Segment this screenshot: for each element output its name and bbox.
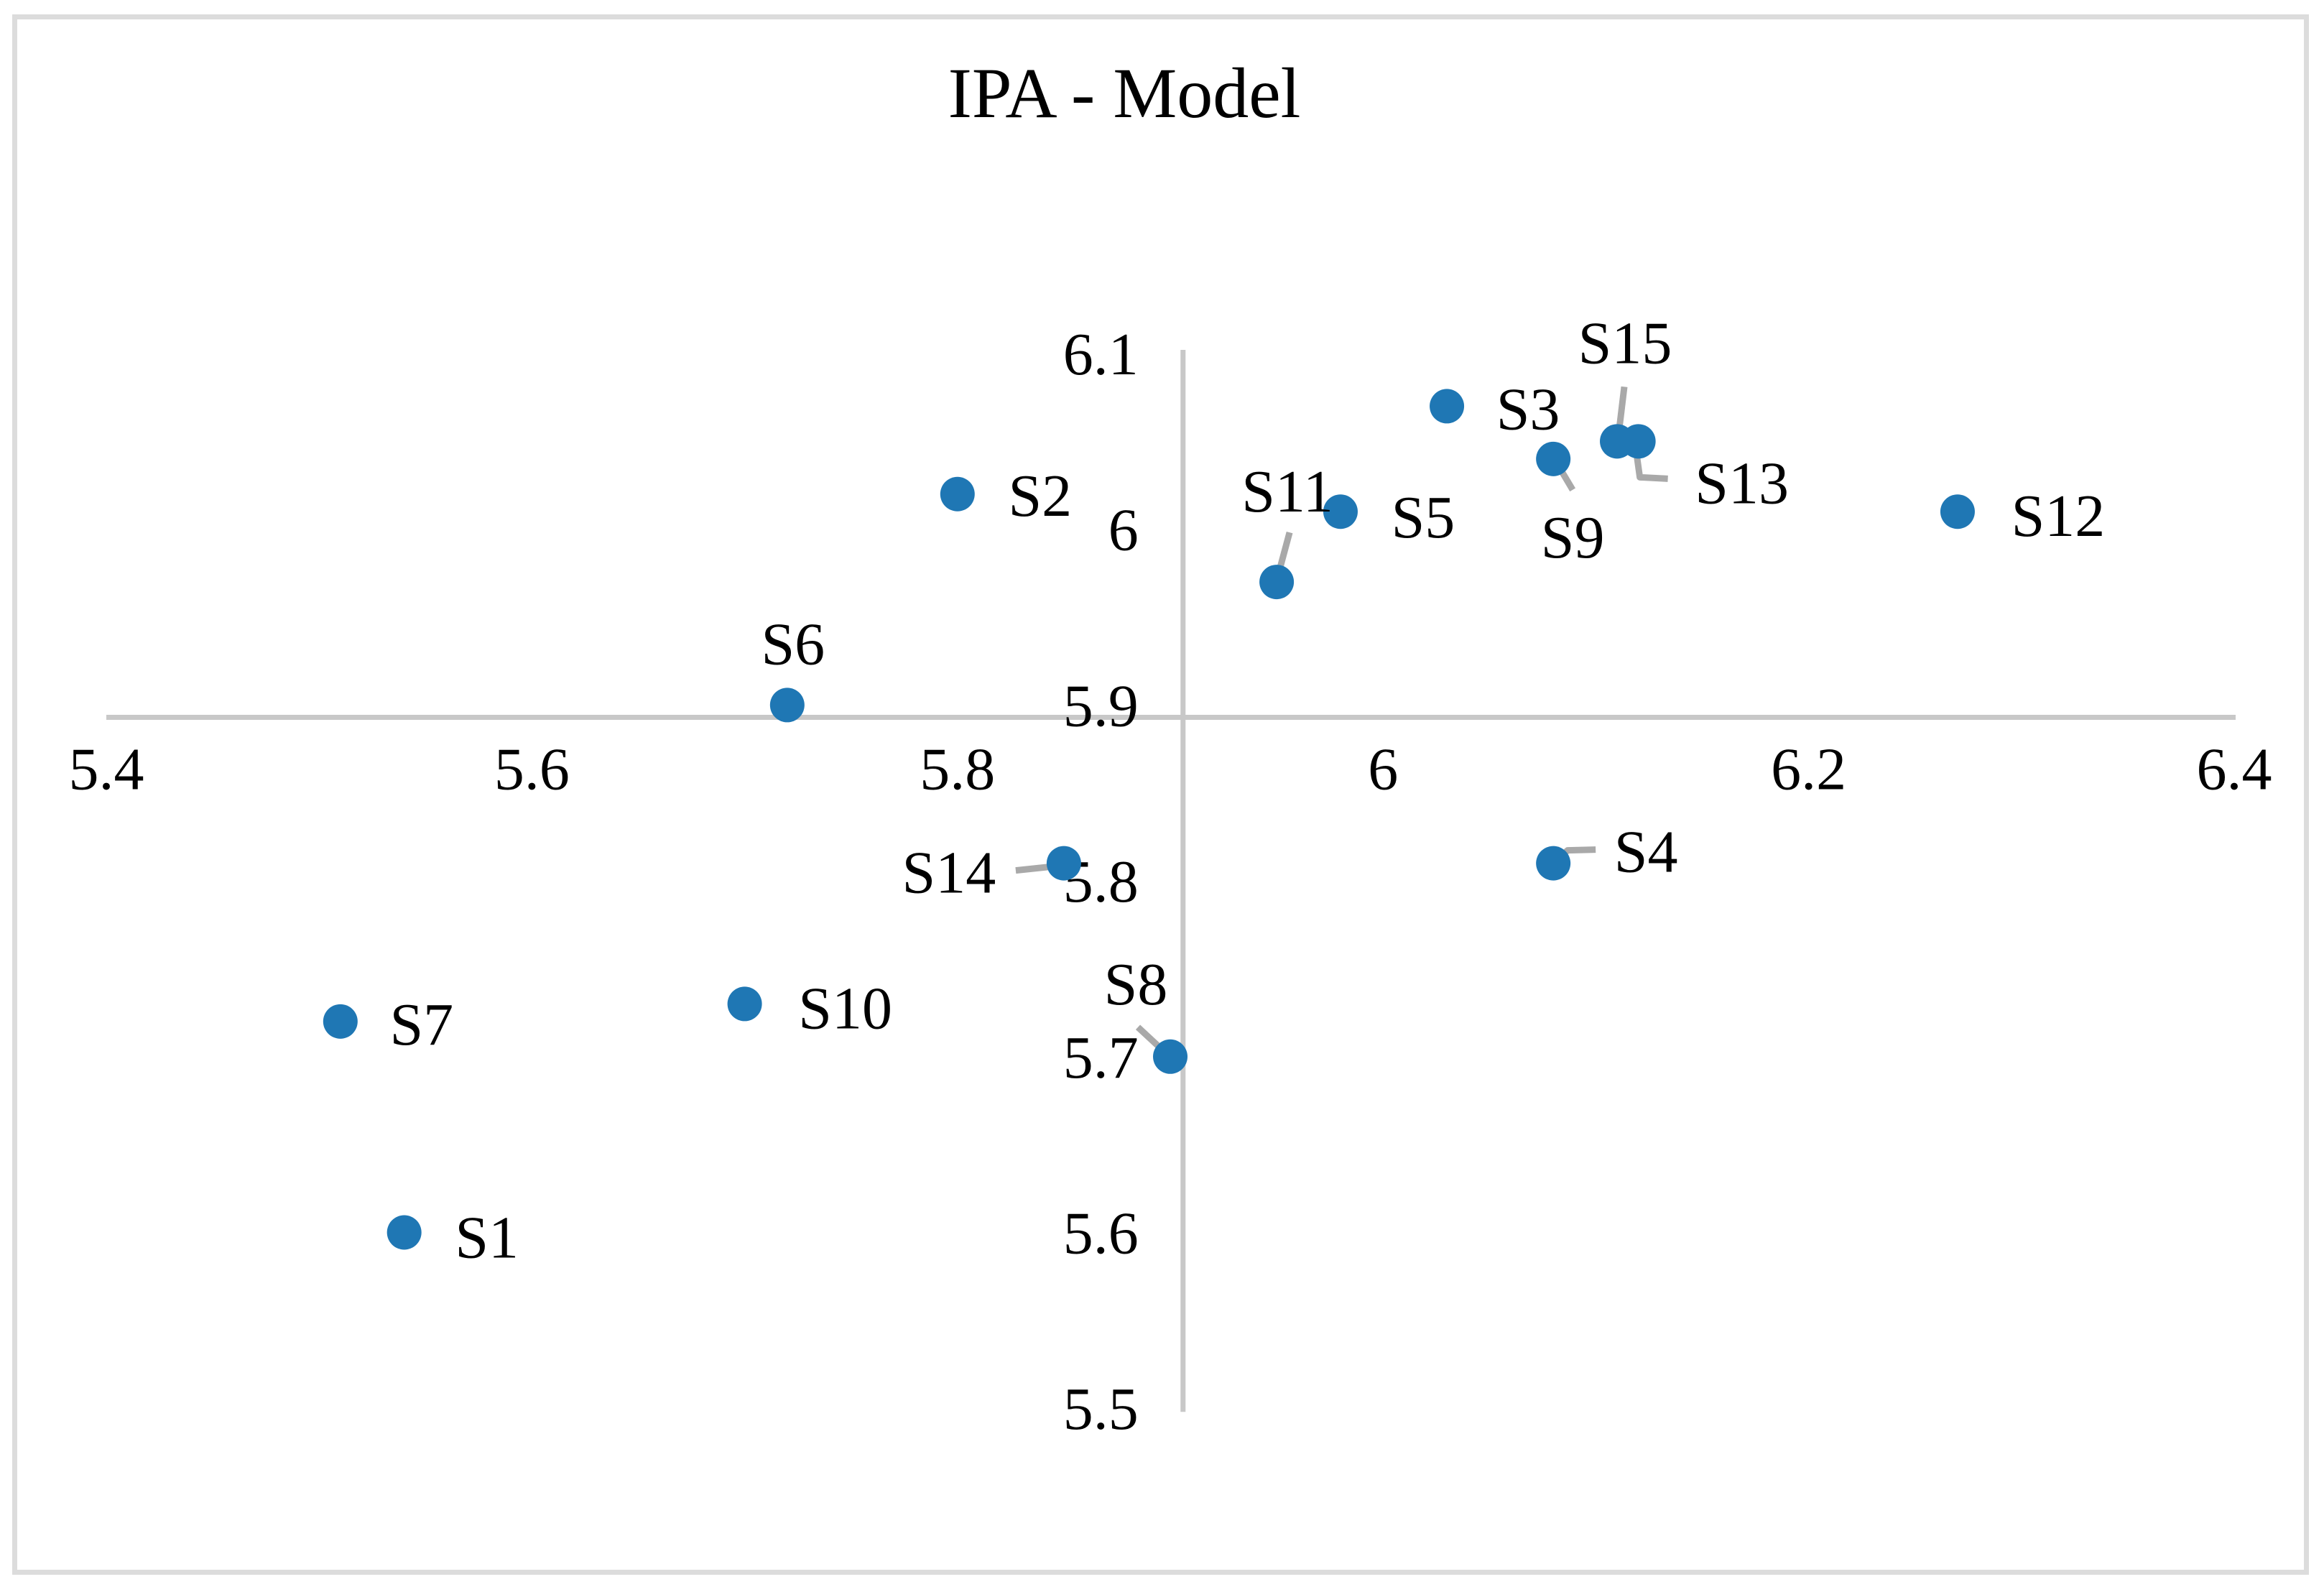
data-point (1536, 441, 1571, 476)
data-point-label: S10 (798, 975, 892, 1042)
y-tick-label: 6 (1108, 497, 1139, 564)
data-point (323, 1004, 358, 1039)
data-point (386, 1215, 422, 1250)
y-tick-label: 6.1 (1063, 321, 1139, 388)
x-tick-label: 6.4 (2197, 736, 2272, 803)
y-tick-label: 5.5 (1063, 1376, 1139, 1443)
data-point-label: S4 (1614, 819, 1678, 886)
data-point-label: S3 (1496, 376, 1560, 443)
data-point (940, 476, 975, 512)
chart-title: IPA - Model (948, 53, 1301, 133)
x-tick-label: 6 (1368, 736, 1398, 803)
data-point-label: S6 (761, 611, 825, 677)
data-point (1153, 1039, 1188, 1074)
data-point-label: S2 (1008, 463, 1072, 529)
data-point-label: S12 (2011, 483, 2106, 550)
data-point-label: S7 (389, 991, 453, 1058)
data-point-label: S15 (1578, 310, 1672, 376)
data-point-label: S9 (1541, 504, 1605, 571)
data-point (769, 688, 805, 723)
data-point (1046, 846, 1081, 881)
data-point (727, 986, 762, 1022)
data-point-label: S13 (1695, 450, 1789, 517)
data-point-label: S11 (1241, 458, 1333, 525)
data-point (1940, 494, 1975, 529)
chart-border (12, 14, 2309, 1575)
data-point (1600, 424, 1635, 459)
x-tick-label: 5.4 (69, 736, 144, 803)
x-tick-label: 6.2 (1771, 736, 1846, 803)
y-tick-label: 5.9 (1063, 672, 1139, 739)
x-tick-label: 5.6 (494, 736, 570, 803)
leader-line (1015, 864, 1050, 874)
data-point-label: S8 (1104, 951, 1168, 1018)
data-point-label: S14 (902, 840, 996, 907)
data-point (1259, 565, 1295, 600)
data-point-label: S5 (1392, 484, 1455, 551)
y-tick-label: 5.6 (1063, 1200, 1139, 1267)
data-point (1430, 389, 1465, 424)
x-tick-label: 5.8 (920, 736, 995, 803)
data-point-label: S1 (455, 1205, 519, 1272)
y-tick-label: 5.7 (1063, 1024, 1139, 1091)
data-point (1536, 846, 1571, 881)
data-point (1323, 494, 1358, 529)
